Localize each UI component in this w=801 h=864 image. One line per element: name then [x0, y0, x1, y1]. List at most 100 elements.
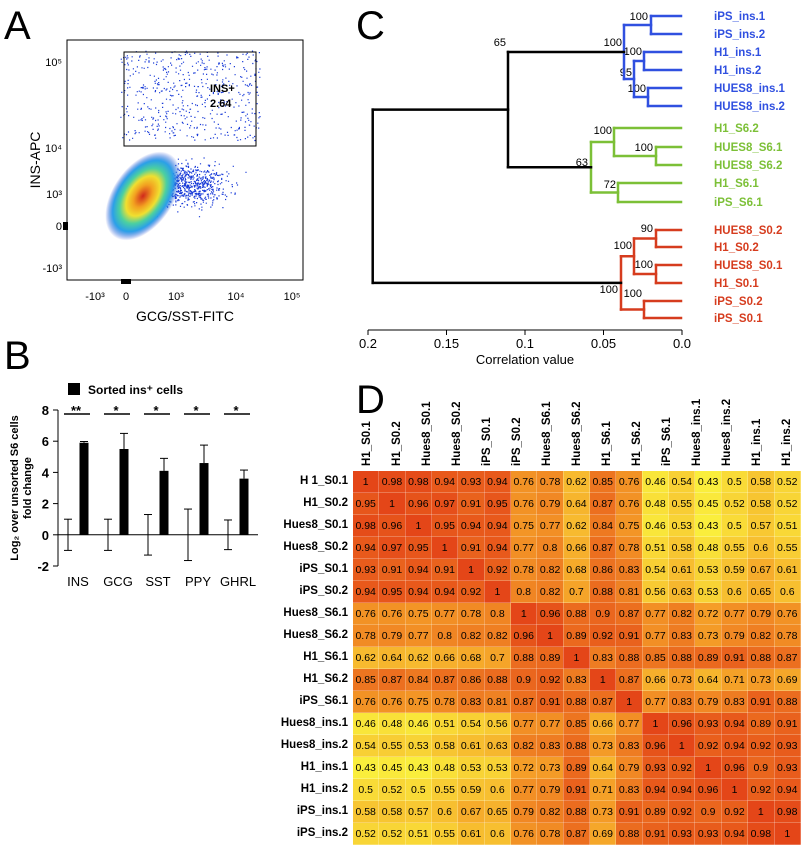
heatmap-cell: 0.63	[668, 580, 696, 603]
heatmap-cell: 0.92	[747, 778, 775, 801]
heatmap-column-labels: H1_S0.1 H1_S0.2 Hues8_S0.1 Hues8_S0.2 iPS_S0…	[352, 398, 801, 470]
heatmap-cell: 0.62	[351, 646, 380, 669]
heatmap-cell: 0.88	[615, 822, 643, 845]
heatmap-cell: 0.46	[641, 470, 670, 493]
heatmap-cell: 1	[641, 712, 670, 735]
heatmap-column-label: iPS_S6.1	[661, 417, 673, 466]
gate-name: INS+	[210, 83, 235, 95]
dendro-leaf-label: H1_S6.2	[714, 123, 759, 135]
heatmap-cell: 0.76	[351, 690, 380, 713]
heatmap-cell: 0.59	[720, 558, 749, 581]
heatmap-cell: 0.73	[589, 734, 617, 757]
heatmap-cell: 0.76	[510, 822, 538, 845]
heatmap-row-label: H1_ins.2	[300, 783, 348, 795]
heatmap-row-label: iPS_ins.2	[296, 827, 348, 839]
heatmap-cell: 0.91	[378, 558, 406, 581]
dendro-leaf-label: HUES8_S6.1	[714, 142, 783, 154]
heatmap-cell: 0.48	[694, 536, 722, 559]
heatmap-cell: 0.66	[562, 536, 591, 559]
dendro-xtick-label: 0.05	[591, 336, 616, 351]
flow-event-dots	[114, 50, 261, 220]
panel-letter-c: C	[356, 4, 385, 48]
heatmap-cell: 0.58	[747, 492, 775, 515]
heatmap-cell: 0.78	[536, 470, 564, 493]
heatmap-cell: 0.53	[457, 756, 485, 779]
heatmap-cell: 0.91	[615, 800, 643, 823]
bar-category-label: INS	[67, 574, 89, 589]
heatmap-column-label: Hues8_S6.2	[571, 401, 583, 466]
panel-letter-a: A	[4, 4, 31, 48]
heatmap-cell: 0.83	[536, 734, 564, 757]
heatmap-cell: 0.97	[378, 536, 406, 559]
heatmap-cell: 0.61	[773, 558, 801, 581]
heatmap-cell: 0.82	[457, 624, 485, 647]
heatmap-column-label: H1_S0.1	[361, 421, 373, 466]
heatmap-cell: 0.91	[457, 536, 485, 559]
flow-events	[114, 50, 261, 220]
heatmap-cell: 0.84	[589, 514, 617, 537]
heatmap-cell: 0.98	[351, 514, 380, 537]
heatmap-cell: 0.77	[510, 778, 538, 801]
heatmap-cell: 0.53	[668, 514, 696, 537]
heatmap-row-label: iPS_ins.1	[296, 805, 348, 817]
heatmap-cell: 0.87	[615, 602, 643, 625]
heatmap-row: 0.98 0.96 1 0.95 0.94 0.94 0.75 0.77 0.62 0.84 0.7…	[351, 514, 801, 537]
heatmap-cell: 0.48	[431, 756, 459, 779]
heatmap-cell: 0.82	[536, 800, 564, 823]
heatmap-cell: 0.94	[641, 778, 670, 801]
heatmap-cell: 0.54	[668, 470, 696, 493]
heatmap-cell: 0.9	[694, 800, 722, 823]
heatmap-column-label: Hues8_S0.2	[451, 401, 463, 466]
heatmap-cell: 1	[457, 558, 485, 581]
heatmap-cell: 0.51	[404, 822, 433, 845]
dendro-leaf-label: H1_S0.2	[714, 242, 759, 254]
heatmap-cell: 0.94	[483, 536, 512, 559]
heatmap-cell: 0.69	[589, 822, 617, 845]
heatmap-column-label: iPS_S0.2	[511, 417, 523, 466]
heatmap-row: 0.95 1 0.96 0.97 0.91 0.95 0.76 0.79 0.64 0.87 0.7…	[351, 492, 801, 515]
bar-category-label: GCG	[103, 574, 133, 589]
heatmap-cell: 0.78	[615, 536, 643, 559]
flow-axis-marker	[121, 279, 131, 284]
heatmap-row-label: Hues8_ins.1	[280, 717, 348, 729]
heatmap-cell: 0.96	[641, 734, 670, 757]
heatmap-cell: 0.56	[483, 712, 512, 735]
heatmap-cell: 0.78	[773, 624, 801, 647]
heatmap-cell: 0.61	[457, 734, 485, 757]
heatmap-cell: 1	[589, 668, 617, 691]
heatmap-row-label: H1_S6.2	[303, 673, 348, 685]
heatmap-column-label: Hues8_ins.1	[691, 398, 703, 466]
heatmap-cell: 0.92	[668, 800, 696, 823]
heatmap-row-label: H1_S6.1	[303, 651, 348, 663]
heatmap-column-label: Hues8_S6.1	[541, 401, 553, 466]
heatmap-cell: 0.62	[562, 470, 591, 493]
heatmap-cell: 0.76	[378, 602, 406, 625]
heatmap-cell: 0.94	[404, 580, 433, 603]
flow-y-label: INS-APC	[27, 132, 43, 189]
heatmap-cell: 0.46	[351, 712, 380, 735]
heatmap-cell: 1	[694, 756, 722, 779]
heatmap-cell: 0.68	[457, 646, 485, 669]
heatmap-cell: 0.94	[483, 514, 512, 537]
significance-mark: *	[193, 403, 199, 418]
heatmap-cell: 0.68	[562, 558, 591, 581]
heatmap-cell: 0.55	[668, 492, 696, 515]
bar-y-label: Log₂ over unsorted S6 cells	[9, 415, 21, 560]
ins-gate[interactable]	[123, 51, 257, 147]
panel-letter-b: B	[4, 334, 31, 378]
flow-xtick: 10³	[168, 291, 184, 303]
heatmap-cell: 0.71	[589, 778, 617, 801]
heatmap-cell: 0.83	[589, 646, 617, 669]
bar-ytick-label: 4	[42, 465, 50, 480]
heatmap-cell: 0.77	[404, 624, 433, 647]
heatmap-cell: 1	[483, 580, 512, 603]
panel-letter-d: D	[356, 378, 385, 422]
heatmap-cell: 0.92	[457, 580, 485, 603]
heatmap-cell: 0.58	[747, 470, 775, 493]
heatmap-row-label: H1_S0.2	[303, 497, 348, 509]
dendro-leaf-label: iPS_ins.1	[714, 11, 766, 23]
heatmap-cell: 0.64	[378, 646, 406, 669]
heatmap-cell: 0.85	[562, 712, 591, 735]
bar-chart: 8 6 4 2 0 -2 Sorted ins⁺ cells Log₂ over unsort…	[9, 383, 258, 589]
legend-label: Sorted ins⁺ cells	[88, 383, 183, 397]
